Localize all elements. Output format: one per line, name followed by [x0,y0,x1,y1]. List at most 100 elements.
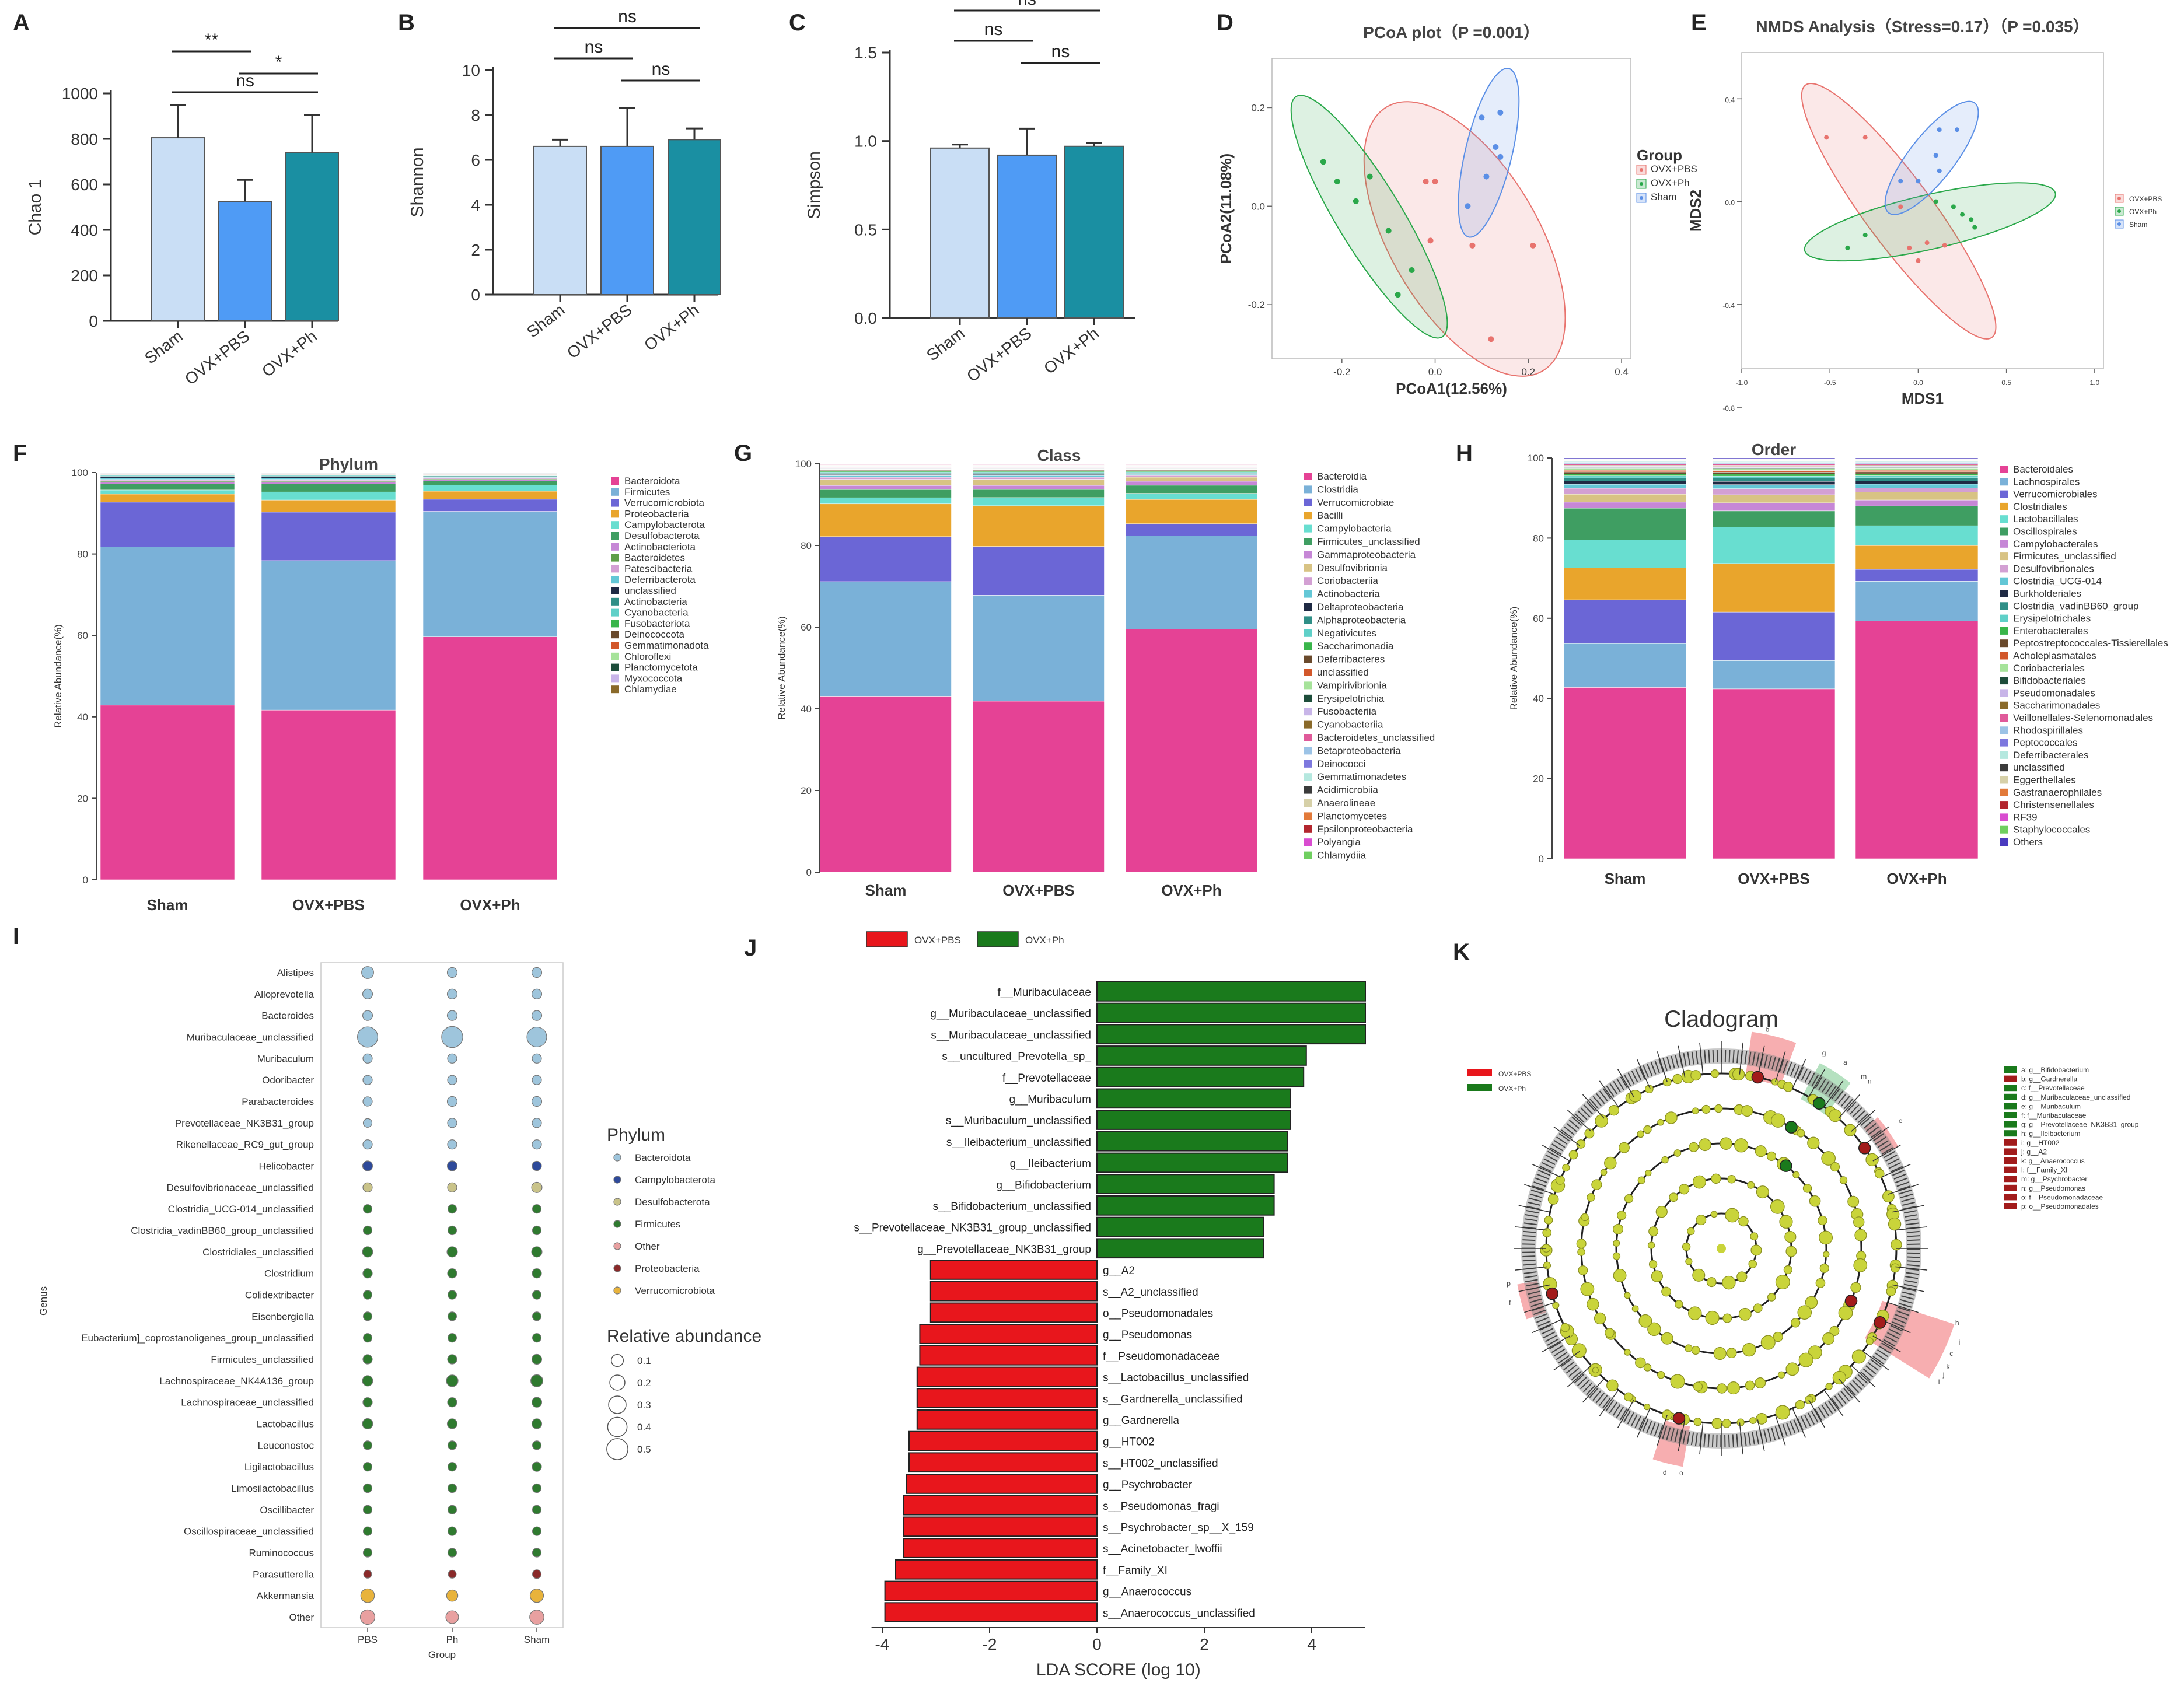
stack-segment-desulfovibrionia [1126,477,1257,482]
legend-marker [1640,168,1643,172]
x-tick-label: 2 [1200,1635,1209,1653]
y-axis-title: MDS2 [1687,190,1704,232]
stack-segment-firmicutes-unclassified [1712,494,1836,503]
lda-bar [1096,1216,1264,1237]
legend-phylum-label: Bacteroidota [635,1152,691,1163]
cladogram-node [1755,1377,1766,1389]
abundance-bubble [446,967,458,978]
cladogram-node [1624,1194,1634,1204]
stack-segment-enterobacterales [1712,474,1836,477]
legend-swatch [1304,551,1312,559]
y-tick-label: 0.4 [1725,96,1735,104]
cladogram-node-label: e [1899,1117,1903,1125]
stack-segment-firmicutes-unclassified [1126,485,1257,494]
cladogram-branch [1739,1422,1743,1455]
stack-segment-clostridiales [1563,568,1687,600]
y-tick-label: 40 [77,712,88,723]
abundance-bubble [531,988,543,999]
legend-swatch [2000,565,2008,573]
stack-segment-clostridia-vadinbb60-group [1855,477,1979,481]
abundance-bubble [447,1053,457,1064]
cladogram-node [1591,1179,1602,1190]
cladogram-node [1643,1125,1652,1134]
genus-label: Oscillospiraceae_unclassified [184,1526,314,1537]
stack-segment-actinobacteria [1126,474,1257,476]
legend-label: Staphylococcales [2013,824,2090,835]
legend-label: Chloroflexi [624,651,671,662]
legend-label: Rhodospirillales [2013,725,2083,736]
genus-label: Eubacterium]_coprostanoligenes_group_unc… [81,1332,314,1344]
legend-label: Christensenellales [2013,799,2094,810]
genus-label: Ligilactobacillus [244,1461,314,1472]
legend-phylum-marker [613,1286,621,1295]
key-label: f: f__Muribaculaceae [2021,1111,2087,1120]
cladogram-node-label: c [1949,1349,1953,1358]
cladogram-node [1693,1418,1702,1426]
x-tick-label: -2 [983,1635,997,1653]
stack-segment-firmicutes-unclassified [820,489,952,498]
legend-swatch [2000,825,2008,834]
genus-label: Rikenellaceae_RC9_gut_group [176,1139,314,1150]
legend-label: OVX+Ph [1651,177,1690,188]
cladogram-node [1587,1193,1595,1202]
y-tick-label: 60 [1533,613,1544,624]
key-swatch [2004,1075,2017,1082]
abundance-bubble [447,1397,457,1408]
stack-segment-saccharimonadales [1855,464,1979,467]
lda-bar-label: s__Psychrobacter_sp__X_159 [1103,1522,1254,1534]
abundance-bubble [446,1374,459,1387]
stack-segment-acholeplasmatales [1712,470,1836,473]
legend-swatch [1304,538,1312,545]
stack-segment-patescibacteria [100,479,235,481]
cladogram-node-label: m [1861,1072,1867,1080]
legend-phylum-label: Proteobacteria [635,1263,700,1274]
cladogram-node [1595,1114,1608,1128]
key-swatch [2004,1203,2017,1209]
legend-swatch [2000,813,2008,821]
x-tick-label: OVX+Ph [1040,324,1102,377]
cladogram-branch [1888,1302,1919,1313]
data-point-sham [1493,144,1499,150]
legend-label: OVX+PBS [1498,1070,1531,1078]
lda-bar [1096,1131,1288,1152]
abundance-bubble [531,1397,543,1408]
legend-size-marker [609,1374,626,1391]
significance-label: ns [1018,0,1036,9]
stack-segment-negativicutes [820,471,952,474]
legend-label: Actinobacteriota [624,541,696,552]
lda-bar [1096,1110,1291,1130]
legend-swatch [1304,812,1312,820]
confidence-ellipse-ovx-ph [1290,95,1448,339]
legend-label: OVX+PBS [2129,195,2162,203]
cladogram-branch [1582,1094,1605,1119]
legend-label: Deinococcota [624,629,685,640]
cladogram-node [1847,1195,1860,1208]
legend-label: Gemmatimonadota [624,640,709,651]
legend-swatch [1304,708,1312,716]
legend-size-label: 0.5 [637,1444,651,1455]
x-tick-label: Sham [141,327,186,367]
panel-g-class-stacked-bar: 0 20 40 60 80 100 Relative Abundance(%) Class Sh… [776,446,1435,899]
key-label: p: o__Pseudomonadales [2021,1202,2099,1211]
cladogram-branch [1515,1226,1547,1231]
stack-segment-bifidobacteriales [1563,467,1687,469]
data-point-ovx-pbs [1898,204,1903,209]
cladogram-node [1581,1213,1589,1222]
cladogram-node [1741,1105,1753,1117]
abundance-bubble [532,1268,542,1279]
lda-bar-label: s__Prevotellaceae_NK3B31_group_unclassif… [854,1222,1091,1234]
x-category-label: OVX+PBS [1002,882,1075,899]
abundance-bubble [447,1075,457,1085]
legend-swatch [611,608,619,617]
cladogram-node [1687,1306,1702,1320]
stack-segment-desulfovibrionales [1855,488,1979,492]
abundance-bubble [532,1548,542,1558]
legend-swatch [611,663,619,671]
key-swatch [2004,1148,2017,1155]
data-point-ovx-pbs [1942,243,1947,248]
legend-size-title: Relative abundance [607,1327,761,1346]
panel-label-i: I [13,924,19,949]
data-point-sham [1916,179,1921,184]
cladogram-branch [1851,1365,1876,1388]
